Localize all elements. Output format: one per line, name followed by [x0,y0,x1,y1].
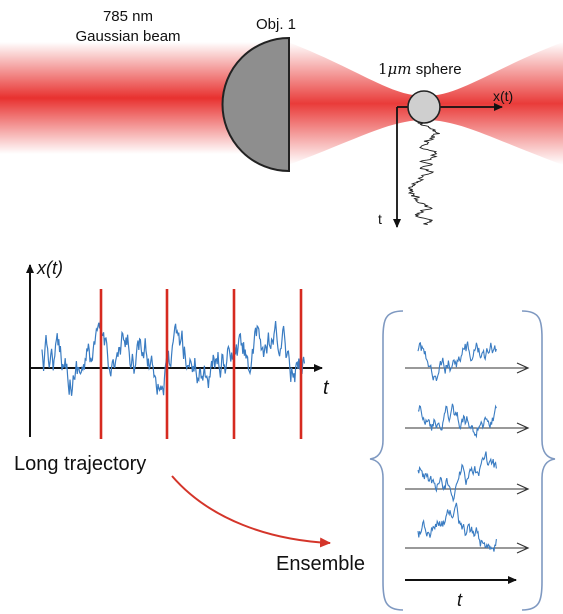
objective-label: Obj. 1 [256,16,296,33]
ensemble-label: Ensemble [276,553,365,575]
t-axis-label: t [378,211,382,227]
ensemble-trace [417,341,497,381]
beam-label: Gaussian beam [75,28,180,45]
ensemble-traces [405,341,530,584]
plot-x-label: t [323,377,330,399]
sphere-word: sphere [412,61,462,78]
left-brace [369,310,404,611]
long-trajectory-label: Long trajectory [14,453,146,475]
position-trace [407,122,440,225]
objective-lens [221,36,290,173]
trapped-sphere [407,90,441,124]
sphere-size: 1 [378,60,388,78]
ensemble-t-label: t [457,590,463,610]
ensemble-trace [417,451,497,503]
sphere-unit: μm [388,60,412,78]
x-axis-label: x(t) [493,88,513,104]
right-brace [521,310,556,611]
ensemble-arrow [171,475,331,548]
input-beam [0,42,260,154]
wavelength-label: 785 nm [103,8,153,25]
sphere-label: 1μm sphere [378,60,462,78]
ensemble-trace [417,502,497,552]
long-trajectory-trace [41,320,305,396]
segment-cuts [99,289,303,439]
plot-y-label: x(t) [36,258,63,278]
ensemble-trace [417,403,497,439]
